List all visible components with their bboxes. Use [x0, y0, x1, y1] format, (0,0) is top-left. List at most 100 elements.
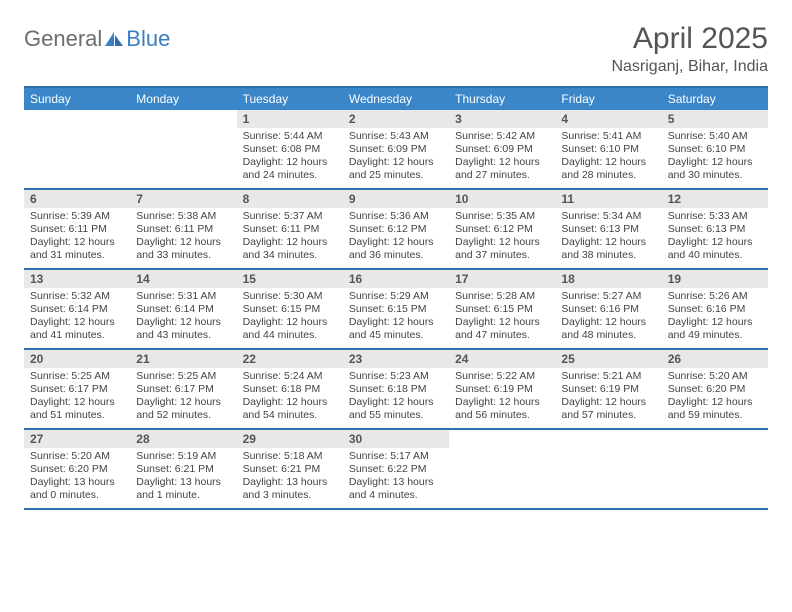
day-number: 2 [343, 110, 449, 128]
daylight-line: Daylight: 12 hours and 45 minutes. [349, 316, 443, 342]
day-number: 7 [130, 190, 236, 208]
day-details: Sunrise: 5:32 AMSunset: 6:14 PMDaylight:… [24, 288, 130, 343]
day-details: Sunrise: 5:21 AMSunset: 6:19 PMDaylight:… [555, 368, 661, 423]
dow-label: Thursday [449, 88, 555, 110]
day-number: 11 [555, 190, 661, 208]
day-details: Sunrise: 5:20 AMSunset: 6:20 PMDaylight:… [662, 368, 768, 423]
day-details: Sunrise: 5:31 AMSunset: 6:14 PMDaylight:… [130, 288, 236, 343]
dow-label: Friday [555, 88, 661, 110]
day-cell: 6Sunrise: 5:39 AMSunset: 6:11 PMDaylight… [24, 190, 130, 268]
daylight-line: Daylight: 12 hours and 59 minutes. [668, 396, 762, 422]
day-details: Sunrise: 5:23 AMSunset: 6:18 PMDaylight:… [343, 368, 449, 423]
day-details: Sunrise: 5:25 AMSunset: 6:17 PMDaylight:… [24, 368, 130, 423]
sunset-line: Sunset: 6:14 PM [136, 303, 230, 316]
daylight-line: Daylight: 12 hours and 37 minutes. [455, 236, 549, 262]
day-number: 12 [662, 190, 768, 208]
sunset-line: Sunset: 6:21 PM [136, 463, 230, 476]
day-number: 13 [24, 270, 130, 288]
day-cell: 30 Sunrise: 5:17 AMSunset: 6:22 PMDayligh… [343, 430, 449, 508]
day-number: 14 [130, 270, 236, 288]
sunrise-line: Sunrise: 5:17 AM [349, 450, 443, 463]
day-cell: 2Sunrise: 5:43 AMSunset: 6:09 PMDaylight… [343, 110, 449, 188]
sunset-line: Sunset: 6:08 PM [243, 143, 337, 156]
sunset-line: Sunset: 6:09 PM [455, 143, 549, 156]
sunrise-line: Sunrise: 5:36 AM [349, 210, 443, 223]
daylight-line: Daylight: 12 hours and 57 minutes. [561, 396, 655, 422]
daylight-line: Daylight: 12 hours and 48 minutes. [561, 316, 655, 342]
day-cell: 15Sunrise: 5:30 AMSunset: 6:15 PMDayligh… [237, 270, 343, 348]
day-number: 16 [343, 270, 449, 288]
day-cell: 8Sunrise: 5:37 AMSunset: 6:11 PMDaylight… [237, 190, 343, 268]
day-number [449, 430, 555, 448]
daylight-line: Daylight: 12 hours and 54 minutes. [243, 396, 337, 422]
day-cell: 20Sunrise: 5:25 AMSunset: 6:17 PMDayligh… [24, 350, 130, 428]
daylight-line: Daylight: 12 hours and 43 minutes. [136, 316, 230, 342]
day-details: Sunrise: 5:28 AMSunset: 6:15 PMDaylight:… [449, 288, 555, 343]
daylight-line: Daylight: 12 hours and 44 minutes. [243, 316, 337, 342]
logo-sail-icon [104, 31, 124, 47]
sunrise-line: Sunrise: 5:18 AM [243, 450, 337, 463]
day-cell: 10Sunrise: 5:35 AMSunset: 6:12 PMDayligh… [449, 190, 555, 268]
daylight-line: Daylight: 12 hours and 27 minutes. [455, 156, 549, 182]
sunrise-line: Sunrise: 5:27 AM [561, 290, 655, 303]
day-number: 1 [237, 110, 343, 128]
day-number: 18 [555, 270, 661, 288]
sunset-line: Sunset: 6:14 PM [30, 303, 124, 316]
weeks-container: 1Sunrise: 5:44 AMSunset: 6:08 PMDaylight… [24, 110, 768, 510]
week-row: 13Sunrise: 5:32 AMSunset: 6:14 PMDayligh… [24, 270, 768, 350]
day-number: 29 [237, 430, 343, 448]
day-cell: 26Sunrise: 5:20 AMSunset: 6:20 PMDayligh… [662, 350, 768, 428]
daylight-line: Daylight: 12 hours and 41 minutes. [30, 316, 124, 342]
day-details: Sunrise: 5:24 AMSunset: 6:18 PMDaylight:… [237, 368, 343, 423]
daylight-line: Daylight: 13 hours and 4 minutes. [349, 476, 443, 502]
day-cell: 16Sunrise: 5:29 AMSunset: 6:15 PMDayligh… [343, 270, 449, 348]
day-number [24, 110, 130, 128]
day-details: Sunrise: 5:30 AMSunset: 6:15 PMDaylight:… [237, 288, 343, 343]
day-details: Sunrise: 5:41 AMSunset: 6:10 PMDaylight:… [555, 128, 661, 183]
day-details: Sunrise: 5:43 AMSunset: 6:09 PMDaylight:… [343, 128, 449, 183]
daylight-line: Daylight: 12 hours and 34 minutes. [243, 236, 337, 262]
daylight-line: Daylight: 12 hours and 56 minutes. [455, 396, 549, 422]
day-details: Sunrise: 5:22 AMSunset: 6:19 PMDaylight:… [449, 368, 555, 423]
day-number [555, 430, 661, 448]
sunrise-line: Sunrise: 5:25 AM [30, 370, 124, 383]
daylight-line: Daylight: 12 hours and 24 minutes. [243, 156, 337, 182]
sunset-line: Sunset: 6:11 PM [30, 223, 124, 236]
day-details: Sunrise: 5:19 AMSunset: 6:21 PMDaylight:… [130, 448, 236, 503]
day-details: Sunrise: 5:40 AMSunset: 6:10 PMDaylight:… [662, 128, 768, 183]
daylight-line: Daylight: 12 hours and 36 minutes. [349, 236, 443, 262]
sunrise-line: Sunrise: 5:31 AM [136, 290, 230, 303]
day-cell: 19Sunrise: 5:26 AMSunset: 6:16 PMDayligh… [662, 270, 768, 348]
day-number: 5 [662, 110, 768, 128]
day-number: 15 [237, 270, 343, 288]
day-details: Sunrise: 5:35 AMSunset: 6:12 PMDaylight:… [449, 208, 555, 263]
month-title: April 2025 [611, 22, 768, 56]
daylight-line: Daylight: 12 hours and 51 minutes. [30, 396, 124, 422]
daylight-line: Daylight: 12 hours and 47 minutes. [455, 316, 549, 342]
day-details: Sunrise: 5:27 AMSunset: 6:16 PMDaylight:… [555, 288, 661, 343]
sunrise-line: Sunrise: 5:41 AM [561, 130, 655, 143]
daylight-line: Daylight: 13 hours and 0 minutes. [30, 476, 124, 502]
sunrise-line: Sunrise: 5:33 AM [668, 210, 762, 223]
day-number: 22 [237, 350, 343, 368]
week-row: 1Sunrise: 5:44 AMSunset: 6:08 PMDaylight… [24, 110, 768, 190]
sunset-line: Sunset: 6:11 PM [243, 223, 337, 236]
day-number: 28 [130, 430, 236, 448]
day-cell: 29Sunrise: 5:18 AMSunset: 6:21 PMDayligh… [237, 430, 343, 508]
day-details: Sunrise: 5:20 AMSunset: 6:20 PMDaylight:… [24, 448, 130, 503]
sunset-line: Sunset: 6:20 PM [30, 463, 124, 476]
day-cell [449, 430, 555, 508]
day-details: Sunrise: 5:18 AMSunset: 6:21 PMDaylight:… [237, 448, 343, 503]
sunset-line: Sunset: 6:10 PM [561, 143, 655, 156]
sunset-line: Sunset: 6:10 PM [668, 143, 762, 156]
calendar-page: General Blue April 2025 Nasriganj, Bihar… [0, 0, 792, 510]
sunset-line: Sunset: 6:19 PM [561, 383, 655, 396]
day-number: 10 [449, 190, 555, 208]
sunset-line: Sunset: 6:09 PM [349, 143, 443, 156]
sunset-line: Sunset: 6:22 PM [349, 463, 443, 476]
day-number: 4 [555, 110, 661, 128]
day-cell: 12Sunrise: 5:33 AMSunset: 6:13 PMDayligh… [662, 190, 768, 268]
day-number: 24 [449, 350, 555, 368]
day-details: Sunrise: 5:33 AMSunset: 6:13 PMDaylight:… [662, 208, 768, 263]
day-number: 30 [343, 430, 449, 448]
